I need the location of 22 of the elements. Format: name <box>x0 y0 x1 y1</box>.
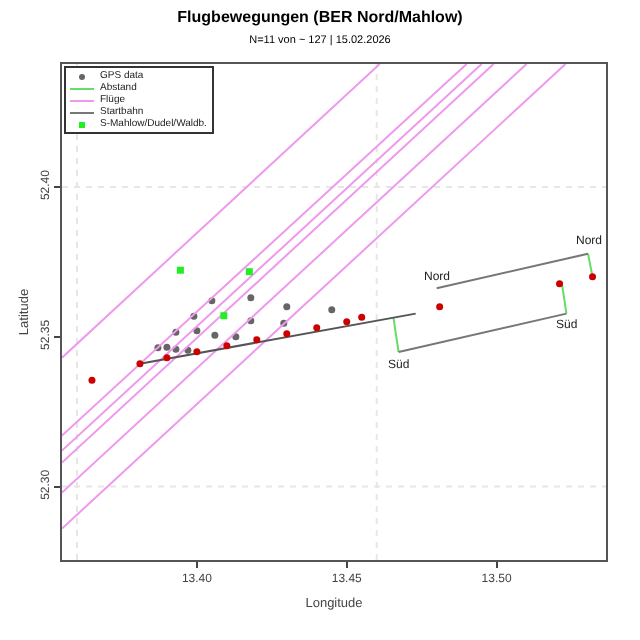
point <box>358 313 366 321</box>
point <box>253 336 261 344</box>
point <box>193 348 201 356</box>
point <box>211 331 219 339</box>
point <box>247 294 255 302</box>
point <box>343 318 351 326</box>
point <box>328 306 336 314</box>
point <box>283 303 291 311</box>
point <box>176 266 184 274</box>
point <box>220 312 228 320</box>
point <box>223 342 231 350</box>
chart-title: Flugbewegungen (BER Nord/Mahlow) <box>177 8 464 27</box>
point <box>163 354 171 362</box>
point <box>283 330 291 338</box>
point <box>589 273 597 281</box>
point <box>436 303 444 311</box>
point <box>245 268 253 276</box>
point <box>88 376 96 384</box>
point <box>556 280 564 288</box>
point <box>313 324 321 332</box>
point <box>163 343 171 351</box>
point <box>136 360 144 368</box>
